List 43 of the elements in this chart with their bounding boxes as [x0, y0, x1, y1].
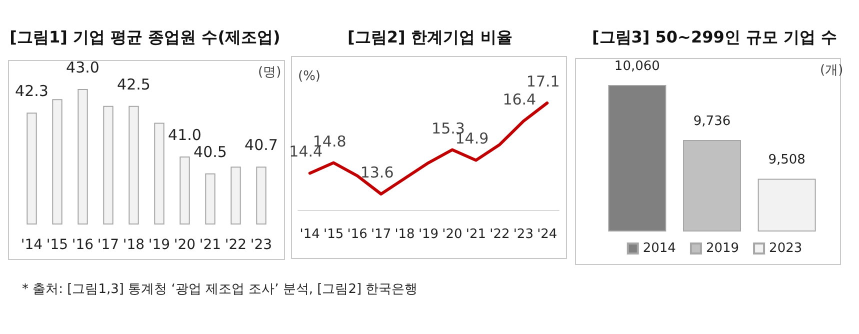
x-tick-label: '24 — [537, 227, 558, 242]
data-label: 42.3 — [15, 82, 48, 100]
y-axis-title: (명) — [258, 65, 282, 80]
x-tick-label: '20 — [442, 227, 462, 242]
data-label: 17.1 — [526, 72, 560, 90]
data-label: 40.7 — [244, 136, 278, 154]
data-label: 40.5 — [194, 142, 227, 161]
x-tick-label: '23 — [513, 227, 534, 242]
chart-title: [그림3] 50~299인 규모 기업 수 — [592, 28, 838, 46]
data-label: 41.0 — [168, 126, 202, 144]
data-label: 42.5 — [117, 75, 150, 94]
x-tick-label: '21 — [466, 227, 486, 242]
data-label: 10,060 — [614, 59, 660, 74]
legend-label: 2019 — [706, 241, 740, 256]
chart-title: [그림1] 기업 평균 종업원 수(제조업) — [10, 28, 280, 46]
x-tick-label: '15 — [324, 227, 344, 242]
x-tick-label: '17 — [370, 227, 392, 242]
data-label: 13.6 — [360, 164, 394, 182]
data-label: 9,736 — [693, 114, 731, 130]
x-tick-label: '22 — [490, 227, 510, 242]
x-tick-label: '14 — [20, 237, 43, 253]
x-tick-label: '23 — [250, 237, 272, 253]
data-label: 43.0 — [66, 58, 100, 76]
x-tick-label: '16 — [347, 227, 368, 242]
y-axis-title: (%) — [298, 69, 320, 84]
data-label: 16.4 — [502, 90, 536, 109]
x-tick-label: '19 — [148, 237, 170, 253]
x-tick-label: '15 — [46, 237, 68, 253]
legend-label: 2023 — [769, 241, 802, 256]
x-tick-label: '14 — [300, 227, 320, 242]
x-tick-label: '16 — [72, 237, 94, 253]
x-tick-label: '18 — [122, 237, 145, 253]
x-tick-label: '18 — [394, 227, 415, 242]
text: * 출처: [그림1,3] 통계청 ‘광업 제조업 조사’ 분석, [그림2] 한국은행 — [22, 281, 418, 298]
x-tick-label: '17 — [97, 237, 120, 253]
x-tick-label: '20 — [174, 237, 196, 253]
x-tick-label: '19 — [418, 227, 439, 242]
x-tick-label: '21 — [199, 237, 222, 253]
data-label: 9,508 — [768, 152, 806, 168]
chart-title: [그림2] 한계기업 비율 — [348, 28, 512, 46]
legend-label: 2014 — [642, 241, 676, 256]
x-tick-label: '22 — [224, 237, 247, 253]
y-axis-title: (개) — [820, 63, 844, 78]
